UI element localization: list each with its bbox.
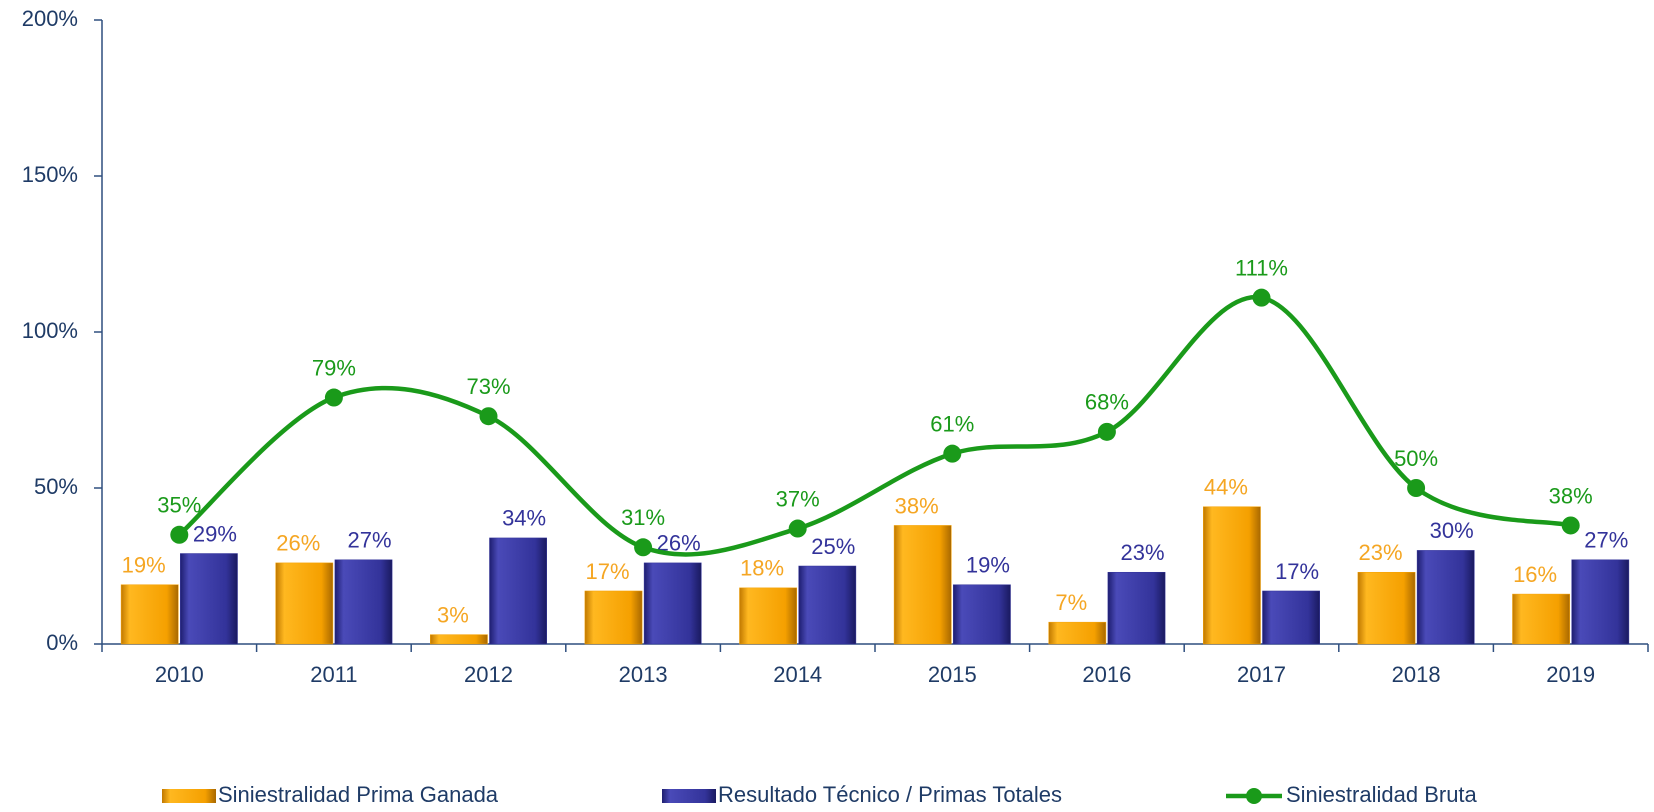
bar-value-label: 3% xyxy=(437,602,469,627)
x-tick-label: 2016 xyxy=(1082,662,1131,687)
bar xyxy=(953,584,1011,645)
bar xyxy=(798,565,857,645)
bar xyxy=(1048,621,1107,645)
bar-value-label: 17% xyxy=(585,559,629,584)
bar xyxy=(1416,550,1475,645)
line xyxy=(177,295,1572,557)
bar-value-label: 19% xyxy=(122,553,166,578)
y-tick-label: 50% xyxy=(34,474,78,499)
x-tick-label: 2019 xyxy=(1546,662,1595,687)
bar-value-label: 19% xyxy=(966,553,1010,578)
legend-label: Siniestralidad Bruta xyxy=(1286,782,1478,807)
legend-swatch xyxy=(1246,788,1262,804)
line-value-label: 61% xyxy=(930,411,974,436)
bar xyxy=(1203,506,1261,645)
bar-value-label: 27% xyxy=(1584,528,1628,553)
x-tick-label: 2017 xyxy=(1237,662,1286,687)
bar-value-label: 38% xyxy=(895,493,939,518)
x-tick-label: 2012 xyxy=(464,662,513,687)
y-tick-label: 100% xyxy=(22,318,78,343)
x-tick-label: 2018 xyxy=(1392,662,1441,687)
bar-value-label: 18% xyxy=(740,556,784,581)
bar xyxy=(180,553,238,645)
line-marker xyxy=(1252,288,1271,307)
bar-value-label: 26% xyxy=(276,531,320,556)
bar-value-label: 30% xyxy=(1430,518,1474,543)
line-value-label: 50% xyxy=(1394,446,1438,471)
bar xyxy=(489,537,547,645)
legend-label: Siniestralidad Prima Ganada xyxy=(218,782,499,807)
bar-value-label: 17% xyxy=(1275,559,1319,584)
bar-value-label: 44% xyxy=(1204,475,1248,500)
y-tick-label: 150% xyxy=(22,162,78,187)
line-marker xyxy=(634,538,653,557)
bar-value-label: 23% xyxy=(1358,540,1402,565)
bar-value-label: 27% xyxy=(347,528,391,553)
line-marker xyxy=(1561,516,1580,535)
line-marker xyxy=(788,519,807,538)
y-tick-label: 0% xyxy=(46,630,78,655)
line-marker xyxy=(1407,479,1426,497)
line-value-label: 35% xyxy=(157,493,201,518)
y-tick-label: 200% xyxy=(22,6,78,31)
bar-value-label: 7% xyxy=(1055,590,1087,615)
bar-value-label: 16% xyxy=(1513,562,1557,587)
line-marker xyxy=(1097,422,1116,441)
line-marker xyxy=(324,388,343,407)
legend-swatch xyxy=(162,789,216,803)
legend-label: Resultado Técnico / Primas Totales xyxy=(718,782,1062,807)
bar xyxy=(1571,559,1630,645)
line-value-label: 79% xyxy=(312,355,356,380)
legend-swatch xyxy=(662,789,716,803)
x-tick-label: 2010 xyxy=(155,662,204,687)
bar-value-label: 34% xyxy=(502,506,546,531)
line-value-label: 111% xyxy=(1235,255,1288,280)
x-tick-label: 2011 xyxy=(310,662,357,687)
bar xyxy=(430,634,488,645)
bar xyxy=(1262,590,1320,645)
x-tick-label: 2015 xyxy=(928,662,977,687)
line-marker xyxy=(170,525,189,544)
bar xyxy=(1357,571,1416,645)
bar xyxy=(739,587,797,645)
bar xyxy=(334,559,393,645)
bar xyxy=(893,525,952,645)
line-marker xyxy=(479,407,498,426)
line-value-label: 73% xyxy=(466,374,510,399)
bar xyxy=(120,584,179,645)
x-tick-label: 2013 xyxy=(619,662,668,687)
bar xyxy=(584,590,643,645)
bar xyxy=(643,562,702,645)
x-tick-label: 2014 xyxy=(773,662,822,687)
line-marker xyxy=(943,444,962,463)
line-value-label: 37% xyxy=(776,486,820,511)
bar-value-label: 29% xyxy=(193,521,237,546)
bar xyxy=(275,562,334,645)
line-value-label: 68% xyxy=(1085,390,1129,415)
bar-value-label: 23% xyxy=(1120,540,1164,565)
bar xyxy=(1512,593,1570,645)
line-value-label: 38% xyxy=(1549,483,1593,508)
line-value-label: 31% xyxy=(621,505,665,530)
bar xyxy=(1107,571,1166,645)
bar-value-label: 25% xyxy=(811,534,855,559)
